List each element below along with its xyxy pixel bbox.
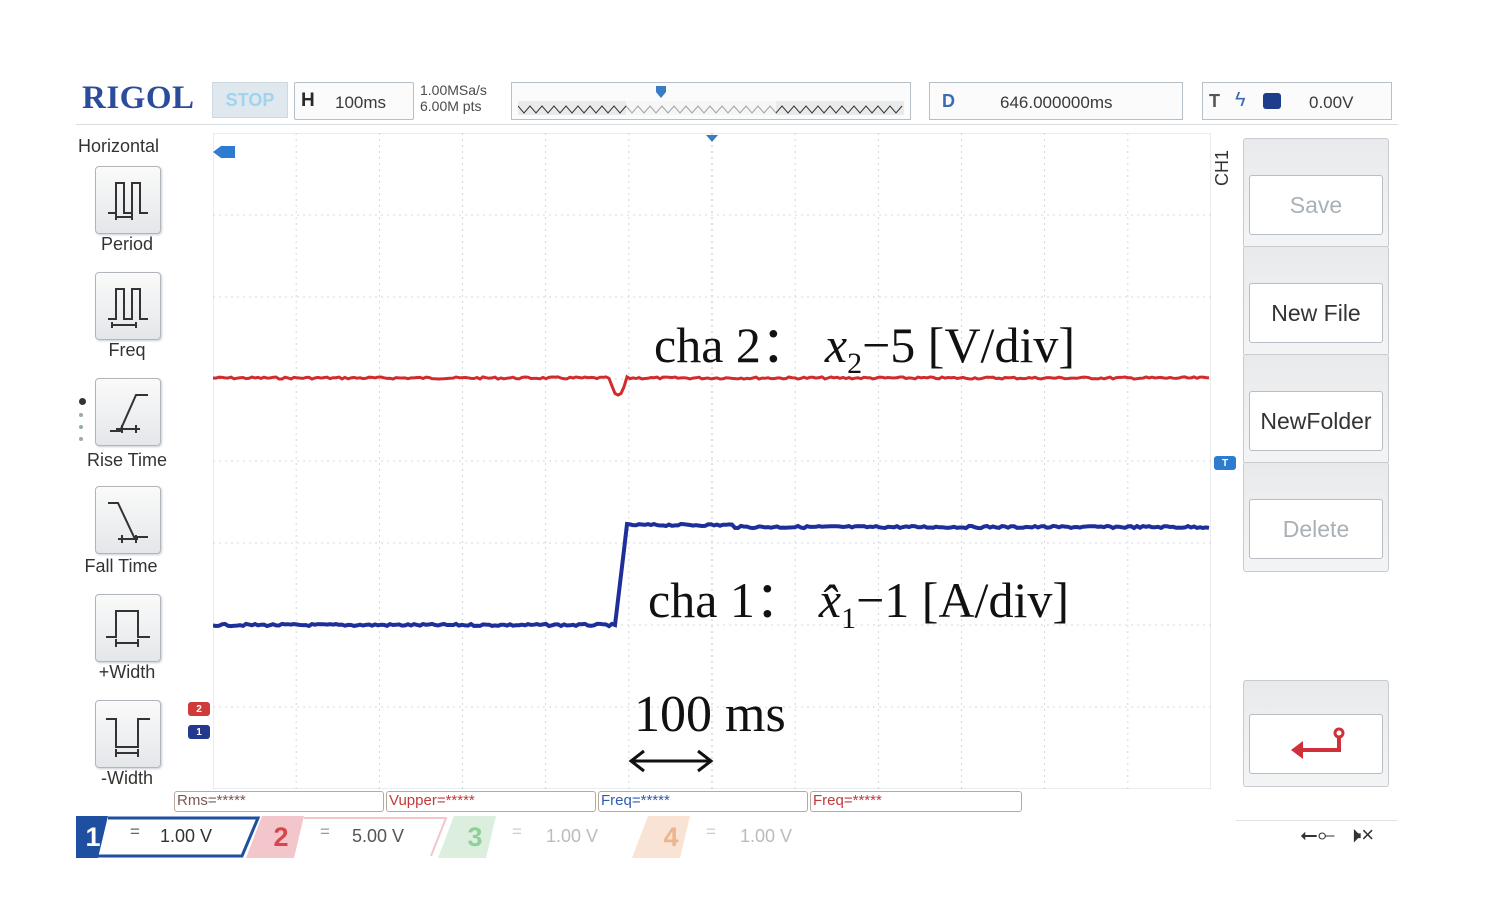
timebase-key: H	[301, 90, 315, 111]
usb-icon: ⭠⟜	[1300, 822, 1336, 847]
fall-time-label: Fall Time	[84, 556, 158, 576]
freq-button[interactable]	[95, 272, 161, 340]
fall-time-button[interactable]	[95, 486, 161, 554]
menu-source-label: CH1	[1212, 149, 1232, 186]
trigger-marker-label: T	[1221, 457, 1229, 469]
selection-indicator	[79, 398, 86, 449]
status-area	[1236, 820, 1398, 859]
trigger-level: 0.00V	[1309, 93, 1354, 112]
rise-time-icon	[110, 394, 148, 433]
delete-label: Delete	[1249, 499, 1383, 559]
time-scale-annotation: 100 ms	[634, 686, 786, 743]
ch1-ground-marker[interactable]: 1	[188, 725, 210, 739]
negative-width-icon	[106, 718, 150, 757]
positive-width-button[interactable]	[95, 594, 161, 662]
ch1-annotation-prefix: cha 1：	[648, 572, 805, 628]
memory-depth: 6.00M pts	[420, 98, 482, 114]
trigger-edge-icon: ϟ	[1235, 89, 1246, 111]
channel-3-scale[interactable]: 1.00 V	[546, 826, 599, 846]
ch2-ground-marker[interactable]: 2	[188, 702, 210, 716]
trigger-box[interactable]: T ϟ 0.00V	[1202, 82, 1392, 120]
ch2-trace	[213, 374, 1210, 397]
freq-label: Freq	[108, 340, 146, 360]
trigger-position-icon	[656, 85, 666, 98]
negative-width-button[interactable]	[95, 700, 161, 768]
fall-time-icon	[108, 502, 148, 543]
header-divider	[76, 124, 1398, 125]
new-file-button[interactable]: New File	[1243, 246, 1389, 356]
channel-1-scale[interactable]: 1.00 V	[160, 826, 213, 846]
status-icons: ⭠⟜ 🕨×	[1300, 822, 1374, 848]
return-button[interactable]	[1243, 680, 1389, 787]
ch2-annotation-prefix: cha 2：	[654, 317, 811, 373]
channel-4-number[interactable]: 4	[663, 821, 679, 852]
trigger-source-icon	[1263, 93, 1281, 109]
ch2-annotation-suffix: −5 [V/div]	[862, 317, 1075, 373]
menu-title: Horizontal	[78, 136, 160, 156]
channel-bar: 1 = 1.00 V 2 = 5.00 V 3 = 1.00 V 4 = 1.0…	[76, 816, 1398, 858]
ch1-annotation-subscript: 1	[841, 602, 857, 635]
freq-icon	[108, 288, 148, 328]
timebase-box[interactable]: H 100ms	[294, 82, 414, 120]
rise-time-button[interactable]	[95, 378, 161, 446]
positive-width-label: +Width	[98, 662, 156, 682]
new-folder-button[interactable]: NewFolder	[1243, 354, 1389, 464]
channel-2-number[interactable]: 2	[273, 821, 289, 852]
timebase-value: 100ms	[335, 93, 387, 112]
channel-1-coupling: =	[130, 822, 140, 841]
ch2-annotation-subscript: 2	[847, 347, 863, 380]
left-offscreen-marker-icon	[213, 146, 235, 158]
measurement-rms[interactable]: Rms=*****	[174, 791, 384, 812]
period-label: Period	[100, 234, 154, 254]
ch2-annotation: cha 2： x2−5 [V/div]	[654, 305, 1075, 381]
delete-button[interactable]: Delete	[1243, 462, 1389, 572]
delay-box[interactable]: D 646.000000ms	[929, 82, 1183, 120]
ch1-annotation: cha 1： x̂1−1 [A/div]	[648, 560, 1069, 636]
positive-width-icon	[106, 610, 150, 647]
memory-waveform-overview	[518, 101, 904, 115]
channel-tab-shapes	[76, 816, 690, 858]
acquisition-info: 1.00MSa/s 6.00M pts	[420, 82, 487, 114]
channel-2-scale[interactable]: 5.00 V	[352, 826, 405, 846]
memory-overview[interactable]	[511, 82, 911, 120]
rise-time-label: Rise Time	[86, 450, 167, 470]
trigger-key: T	[1209, 91, 1220, 111]
ch1-annotation-suffix: −1 [A/div]	[856, 572, 1069, 628]
trigger-time-marker-icon	[706, 135, 718, 142]
delay-value: 646.000000ms	[1000, 93, 1113, 112]
period-icon	[108, 182, 148, 220]
speaker-muted-icon[interactable]: 🕨×	[1347, 822, 1375, 847]
channel-1-number[interactable]: 1	[85, 821, 101, 852]
run-stop-status[interactable]: STOP	[212, 82, 288, 118]
channel-4-coupling: =	[706, 822, 716, 841]
channel-3-number[interactable]: 3	[467, 821, 483, 852]
save-button[interactable]: Save	[1243, 138, 1389, 248]
ch1-trace	[213, 521, 1210, 629]
ch1-marker-label: 1	[196, 726, 202, 738]
measurement-freq-1[interactable]: Freq=*****	[598, 791, 808, 812]
period-button[interactable]	[95, 166, 161, 234]
channel-4-scale[interactable]: 1.00 V	[740, 826, 793, 846]
save-label: Save	[1249, 175, 1383, 235]
measurement-freq-2[interactable]: Freq=*****	[810, 791, 1022, 812]
rigol-logo: RIGOL	[82, 80, 195, 116]
trigger-level-marker[interactable]: T	[1214, 456, 1236, 470]
double-arrow-icon	[628, 749, 714, 773]
waveform-display[interactable]	[213, 133, 1211, 789]
ch2-marker-label: 2	[196, 703, 202, 715]
return-button-face	[1249, 714, 1383, 774]
channel-2-coupling: =	[320, 822, 330, 841]
new-folder-label: NewFolder	[1249, 391, 1383, 451]
ch1-annotation-variable: x̂	[818, 572, 842, 628]
return-arrow-icon	[1291, 727, 1345, 759]
delay-key: D	[942, 91, 955, 111]
negative-width-label: -Width	[100, 768, 153, 788]
ch2-annotation-variable: x	[824, 317, 848, 373]
sample-rate: 1.00MSa/s	[420, 82, 487, 98]
new-file-label: New File	[1249, 283, 1383, 343]
channel-3-coupling: =	[512, 822, 522, 841]
measurement-vupper[interactable]: Vupper=*****	[386, 791, 596, 812]
